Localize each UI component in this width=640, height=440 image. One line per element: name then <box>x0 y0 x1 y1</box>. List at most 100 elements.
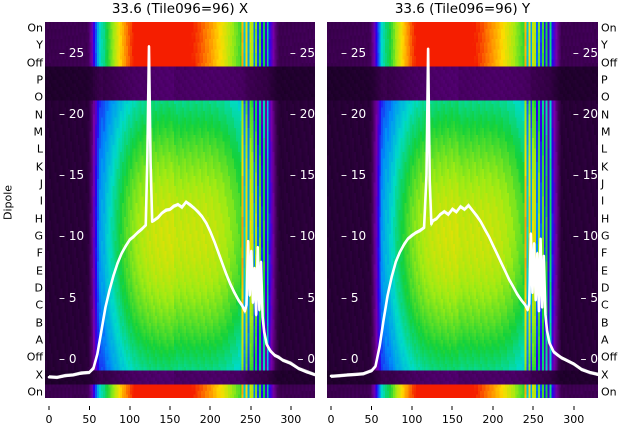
category-tick-left: C <box>35 298 43 312</box>
x-tick-label: 300 <box>563 413 585 426</box>
category-tick-right: H <box>601 212 610 226</box>
panel-title-x: 33.6 (Tile096=96) X <box>111 1 249 17</box>
x-tick-mark <box>330 406 332 410</box>
x-tick-mark <box>492 406 494 410</box>
x-tick: 0 <box>46 406 53 426</box>
category-tick-left: G <box>34 229 43 243</box>
category-tick-left: A <box>35 333 43 347</box>
category-tick-left: J <box>39 177 43 191</box>
overlay-trace-y <box>329 47 598 379</box>
category-tick-left: D <box>34 281 43 295</box>
category-tick-left: L <box>36 142 43 156</box>
overlay-trace-x <box>47 44 315 380</box>
x-tick: 150 <box>442 406 463 426</box>
category-tick-left: N <box>34 108 43 122</box>
x-tick-label: 100 <box>401 413 423 426</box>
category-tick-right: N <box>601 108 610 122</box>
x-tick: 100 <box>401 406 422 426</box>
category-tick-left: K <box>35 160 43 174</box>
x-tick-label: 200 <box>199 413 221 426</box>
x-tick: 200 <box>200 406 221 426</box>
trace-path-repeat <box>330 49 598 379</box>
category-tick-right: A <box>601 333 609 347</box>
category-tick-right: M <box>601 125 611 139</box>
x-tick-label: 100 <box>119 413 141 426</box>
x-tick-label: 50 <box>364 413 379 426</box>
x-tick-label: 50 <box>82 413 97 426</box>
x-tick-label: 200 <box>482 413 504 426</box>
category-tick-left: O <box>34 90 43 104</box>
category-tick-right: X <box>601 368 609 382</box>
x-tick-label: 300 <box>280 413 302 426</box>
x-tick-label: 0 <box>45 413 53 426</box>
category-tick-right: On <box>601 385 617 399</box>
x-tick-label: 250 <box>522 413 544 426</box>
x-tick-mark <box>129 406 131 410</box>
x-tick: 250 <box>523 406 544 426</box>
category-tick-right: Off <box>601 350 618 364</box>
x-tick-label: 0 <box>327 413 335 426</box>
category-tick-right: B <box>601 316 609 330</box>
category-tick-left: B <box>35 316 43 330</box>
category-tick-left: P <box>36 73 43 87</box>
category-tick-right: C <box>601 298 609 312</box>
category-tick-left: X <box>35 368 43 382</box>
x-tick-label: 150 <box>159 413 181 426</box>
x-tick: 200 <box>482 406 503 426</box>
x-tick: 300 <box>563 406 584 426</box>
category-tick-right: J <box>601 177 605 191</box>
x-tick-mark <box>48 406 50 410</box>
x-tick: 50 <box>82 406 96 426</box>
x-tick: 300 <box>280 406 301 426</box>
x-tick: 250 <box>240 406 261 426</box>
x-tick-mark <box>250 406 252 410</box>
category-tick-right: D <box>601 281 610 295</box>
x-tick-mark <box>88 406 90 410</box>
category-tick-right: Y <box>601 38 608 52</box>
category-tick-right: O <box>601 90 610 104</box>
heatmap-panel-x[interactable]: – 0– 0– 5– 5– 10– 10– 15– 15– 20– 20– 25… <box>45 22 315 398</box>
category-tick-right: K <box>601 160 609 174</box>
heatmap-panel-y[interactable]: – 0– 0– 5– 5– 10– 10– 15– 15– 20– 20– 25… <box>327 22 598 398</box>
category-tick-left: E <box>36 264 43 278</box>
category-tick-right: I <box>601 194 605 208</box>
category-tick-left: Off <box>26 56 43 70</box>
category-tick-right: L <box>601 142 608 156</box>
category-tick-right: Off <box>601 56 618 70</box>
category-tick-right: E <box>601 264 608 278</box>
category-tick-left: Y <box>36 38 43 52</box>
x-tick: 0 <box>328 406 335 426</box>
x-tick-mark <box>169 406 171 410</box>
category-tick-left: I <box>39 194 43 208</box>
category-tick-right: G <box>601 229 610 243</box>
category-tick-left: M <box>33 125 44 139</box>
x-tick-mark <box>290 406 292 410</box>
x-axis-left: 0 50 100 150 200 250 300 <box>45 398 315 428</box>
trace-path-repeat <box>48 47 315 380</box>
category-tick-left: On <box>27 385 43 399</box>
x-tick: 100 <box>119 406 140 426</box>
heatmap-image-x <box>45 22 315 398</box>
x-tick-label: 250 <box>240 413 262 426</box>
category-tick-left: H <box>34 212 43 226</box>
category-tick-left: Off <box>26 350 43 364</box>
category-tick-left: F <box>36 246 43 260</box>
x-tick-mark <box>573 406 575 410</box>
category-tick-right: F <box>601 246 608 260</box>
x-tick-label: 150 <box>441 413 463 426</box>
x-tick-mark <box>370 406 372 410</box>
category-tick-left: On <box>27 21 43 35</box>
trace-path-repeat <box>48 44 315 377</box>
trace-path <box>47 45 315 379</box>
panel-title-y: 33.6 (Tile096=96) Y <box>394 1 531 17</box>
x-tick: 50 <box>364 406 378 426</box>
heatmap-image-y <box>327 22 598 398</box>
trace-path-repeat <box>330 47 598 376</box>
x-tick: 150 <box>159 406 180 426</box>
category-axis-right: On Y Off P O N M L K J I H G F E D C B A Off X On <box>601 22 635 398</box>
trace-path <box>329 47 598 378</box>
x-tick-mark <box>411 406 413 410</box>
category-tick-right: On <box>601 21 617 35</box>
category-axis-left: On Y Off P O N M L K J I H G F E D C B A Off X On <box>9 22 43 398</box>
category-tick-right: P <box>601 73 608 87</box>
